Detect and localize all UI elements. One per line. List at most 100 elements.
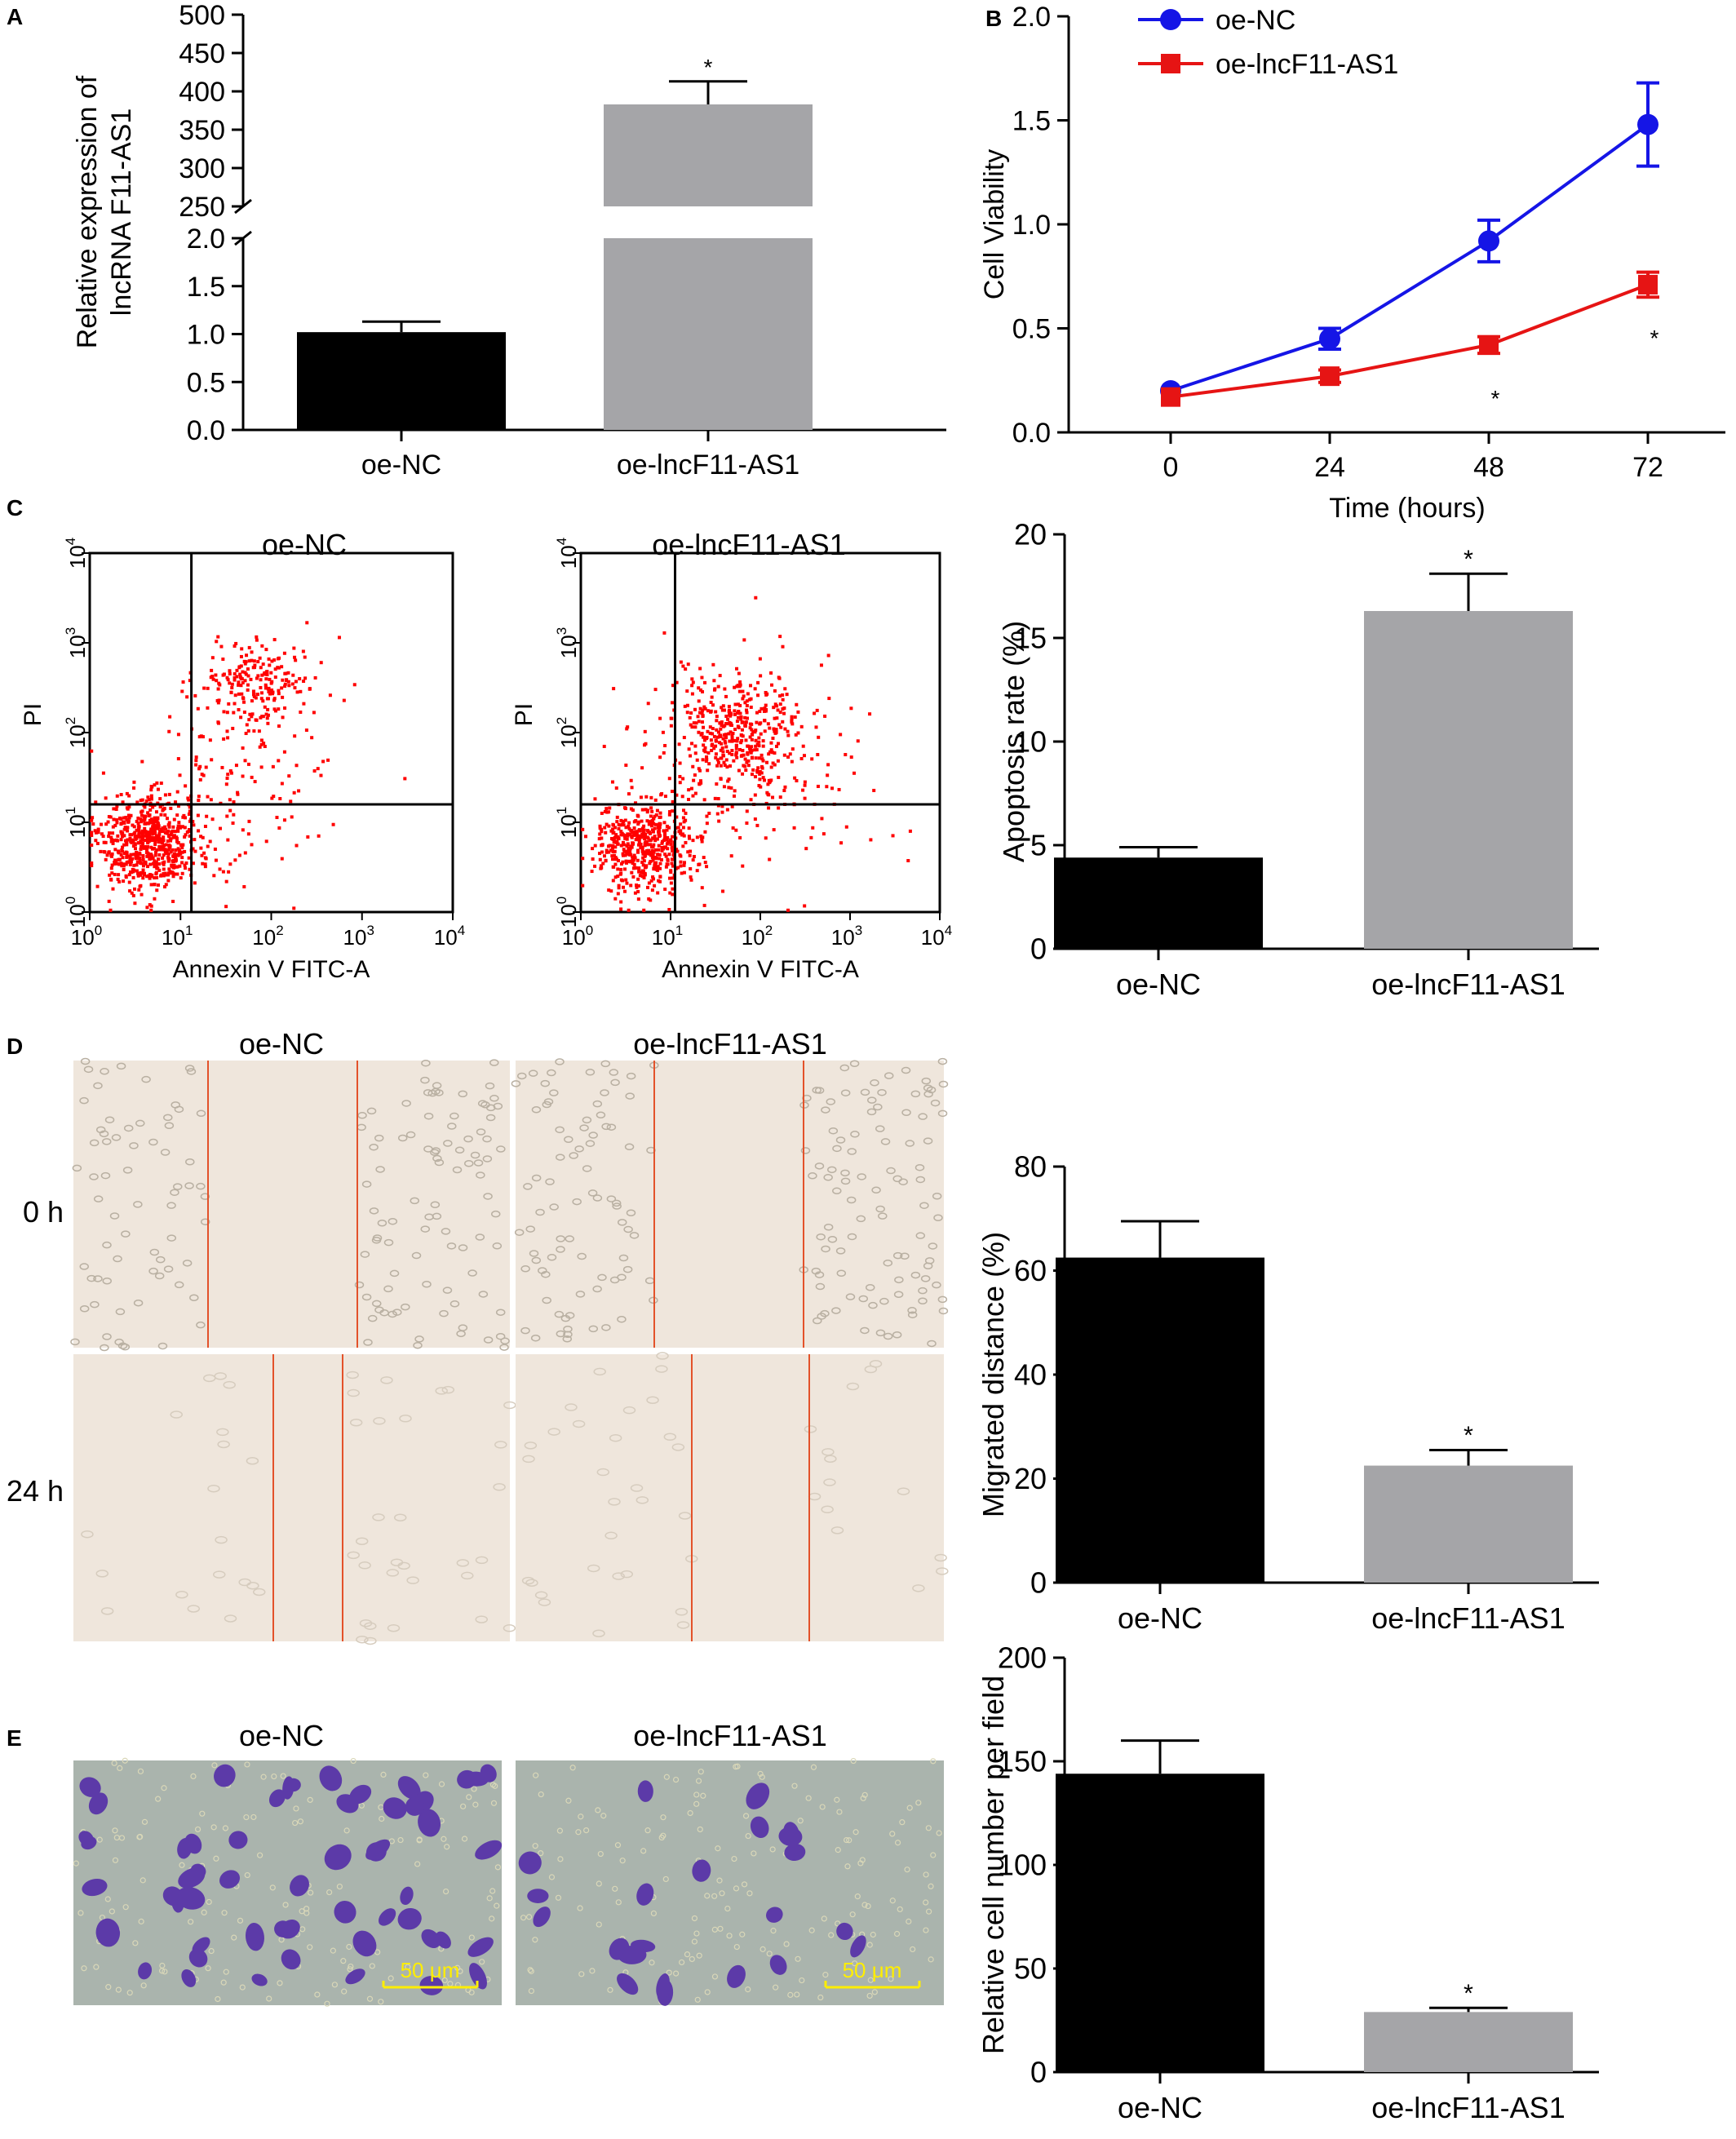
membrane-pore <box>461 1836 468 1842</box>
cell <box>406 1576 419 1584</box>
event-dot <box>153 839 157 844</box>
cell <box>200 1218 210 1225</box>
cell <box>846 1196 857 1204</box>
membrane-pore <box>794 1991 800 1998</box>
event-dot <box>148 818 152 822</box>
event-dot <box>225 675 229 680</box>
event-dot <box>319 773 323 777</box>
cell <box>587 1564 600 1573</box>
event-dot <box>742 753 746 757</box>
event-dot <box>180 850 184 854</box>
event-dot <box>167 729 171 733</box>
cell <box>173 1183 183 1190</box>
cell <box>847 1148 857 1155</box>
event-dot <box>157 824 161 828</box>
event-dot <box>146 795 150 799</box>
event-dot <box>815 708 819 712</box>
event-dot <box>241 828 245 832</box>
event-dot <box>697 767 701 771</box>
y-tick-label: 0 <box>1030 1566 1047 1600</box>
event-dot <box>201 861 205 866</box>
cell <box>609 1433 622 1442</box>
event-dot <box>748 735 752 739</box>
event-dot <box>755 742 760 746</box>
event-dot <box>801 744 805 748</box>
event-dot <box>714 755 718 760</box>
cell <box>246 1456 259 1465</box>
event-dot <box>750 722 754 726</box>
event-dot <box>145 846 149 850</box>
event-dot <box>126 807 130 811</box>
membrane-pore <box>330 1947 336 1954</box>
y-tick-label: 103 <box>554 627 581 658</box>
event-dot <box>755 748 759 752</box>
event-dot <box>259 666 263 670</box>
event-dot <box>628 833 632 837</box>
event-dot <box>733 709 737 713</box>
event-dot <box>122 834 126 838</box>
event-dot <box>665 828 669 832</box>
event-dot <box>184 816 188 820</box>
event-dot <box>644 840 648 844</box>
event-dot <box>294 764 299 768</box>
event-dot <box>163 813 167 817</box>
event-dot <box>622 823 626 827</box>
y-tick-label: 80 <box>1014 1150 1047 1184</box>
event-dot <box>593 844 597 848</box>
event-dot <box>645 852 649 856</box>
migrated-cell <box>290 1875 309 1897</box>
membrane-pore <box>380 1771 387 1778</box>
event-dot <box>103 850 107 854</box>
event-dot <box>176 804 180 808</box>
event-dot <box>273 667 277 671</box>
membrane-pore <box>223 1968 229 1975</box>
event-dot <box>250 712 255 716</box>
membrane-pore <box>596 1880 602 1887</box>
membrane-pore <box>108 1908 115 1915</box>
event-dot <box>622 806 627 810</box>
event-dot <box>148 876 152 880</box>
cell <box>587 1189 598 1197</box>
event-dot <box>657 848 661 852</box>
membrane-pore <box>644 1827 651 1834</box>
event-dot <box>705 736 709 740</box>
event-dot <box>298 676 302 680</box>
membrane-pore <box>805 1795 812 1801</box>
event-dot <box>281 678 285 682</box>
event-dot <box>111 831 115 835</box>
event-dot <box>317 834 321 838</box>
event-dot <box>751 729 755 733</box>
membrane-pore <box>81 1965 87 1972</box>
legend-label: oe-NC <box>1216 5 1295 36</box>
event-dot <box>200 773 204 777</box>
event-dot <box>627 849 631 853</box>
event-dot <box>264 683 268 687</box>
event-dot <box>276 657 280 661</box>
event-dot <box>213 847 217 851</box>
event-dot <box>749 749 753 753</box>
event-dot <box>720 742 724 746</box>
event-dot <box>671 864 675 868</box>
event-dot <box>723 764 727 768</box>
event-dot <box>132 825 136 829</box>
event-dot <box>757 756 761 760</box>
event-dot <box>181 680 185 684</box>
event-dot <box>773 751 777 755</box>
event-dot <box>737 768 741 773</box>
membrane-pore <box>662 1876 669 1883</box>
y-axis-label: Relative cell number per field <box>976 1676 1010 2054</box>
event-dot <box>107 835 111 839</box>
event-dot <box>761 739 765 743</box>
event-dot <box>689 711 693 715</box>
cell <box>901 1066 911 1074</box>
cell <box>927 1340 937 1348</box>
migrated-cell <box>365 1839 391 1860</box>
event-dot <box>312 711 316 715</box>
event-dot <box>270 688 274 692</box>
event-dot <box>601 861 605 866</box>
cell <box>604 1531 618 1540</box>
event-dot <box>641 830 645 834</box>
event-dot <box>753 730 757 734</box>
event-dot <box>163 825 167 829</box>
cell <box>99 1130 109 1138</box>
